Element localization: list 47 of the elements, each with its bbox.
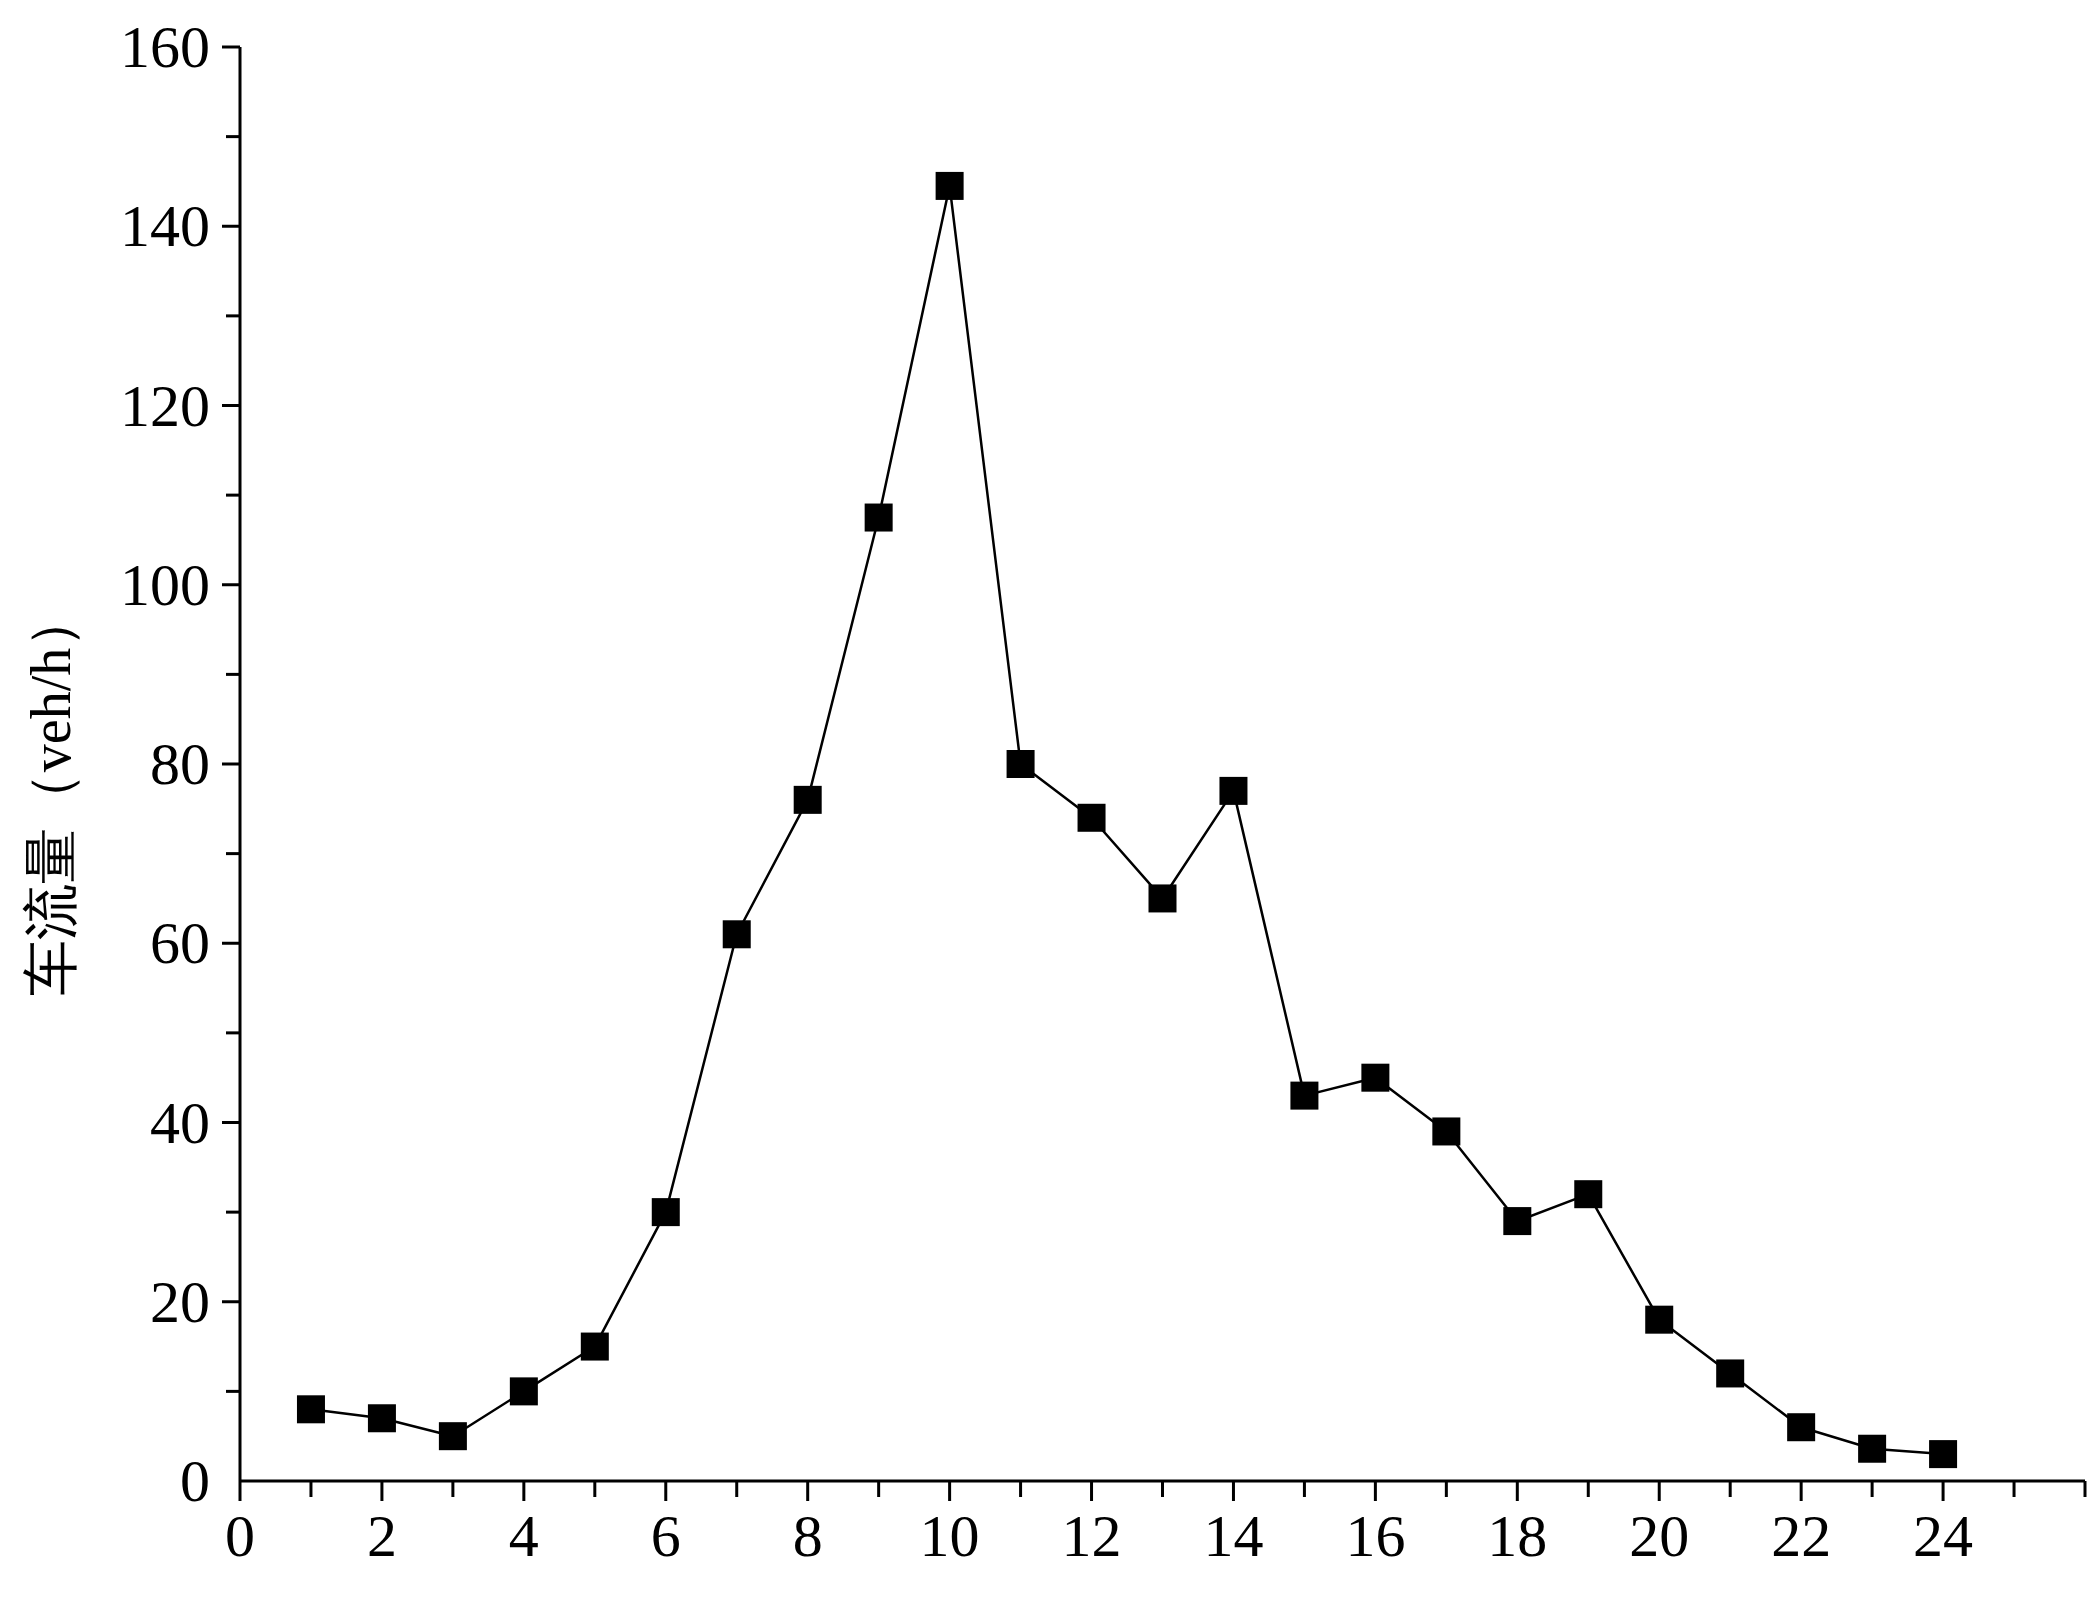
- point: [1645, 1305, 1674, 1334]
- point: [509, 1377, 538, 1406]
- y-tick-label: 100: [120, 551, 210, 618]
- y-tick-label: 20: [150, 1268, 210, 1335]
- y-tick-label: 60: [150, 910, 210, 977]
- y-axis-title: 车流量（veh/h）: [20, 591, 82, 997]
- point: [1290, 1081, 1319, 1110]
- point: [1219, 776, 1248, 805]
- point: [1787, 1413, 1816, 1442]
- x-tick-label: 0: [225, 1503, 255, 1569]
- x-tick-label: 20: [1629, 1503, 1690, 1569]
- y-tick-label: 40: [150, 1089, 210, 1156]
- x-tick-label: 18: [1487, 1503, 1548, 1569]
- point: [1858, 1434, 1887, 1463]
- x-tick-label: 12: [1061, 1503, 1122, 1569]
- point: [1006, 750, 1035, 778]
- point: [1716, 1359, 1745, 1388]
- point: [296, 1395, 325, 1424]
- point: [793, 785, 822, 814]
- y-tick-label: 120: [120, 372, 210, 439]
- x-tick-label: 2: [366, 1503, 397, 1569]
- point: [438, 1422, 467, 1451]
- x-tick-label: 22: [1771, 1503, 1832, 1569]
- y-tick-label: 160: [120, 14, 210, 80]
- point: [935, 171, 964, 200]
- point: [1148, 884, 1177, 913]
- point: [1929, 1440, 1958, 1469]
- point: [1361, 1063, 1390, 1092]
- point: [651, 1198, 680, 1227]
- y-tick-label: 0: [180, 1448, 210, 1514]
- point: [1432, 1117, 1461, 1146]
- x-tick-label: 14: [1203, 1503, 1264, 1569]
- point: [580, 1332, 609, 1361]
- x-tick-label: 8: [792, 1503, 823, 1569]
- point: [1077, 803, 1106, 832]
- y-tick-label: 140: [120, 193, 210, 260]
- point: [864, 503, 893, 532]
- y-tick-label: 80: [150, 731, 210, 797]
- x-tick-label: 10: [919, 1503, 980, 1569]
- point: [367, 1404, 396, 1433]
- point: [1503, 1207, 1532, 1236]
- point: [722, 920, 751, 949]
- x-tick-label: 6: [650, 1503, 681, 1569]
- x-tick-label: 24: [1913, 1503, 1974, 1569]
- x-tick-label: 4: [508, 1503, 539, 1569]
- x-tick-label: 16: [1345, 1503, 1406, 1569]
- point: [1574, 1180, 1603, 1209]
